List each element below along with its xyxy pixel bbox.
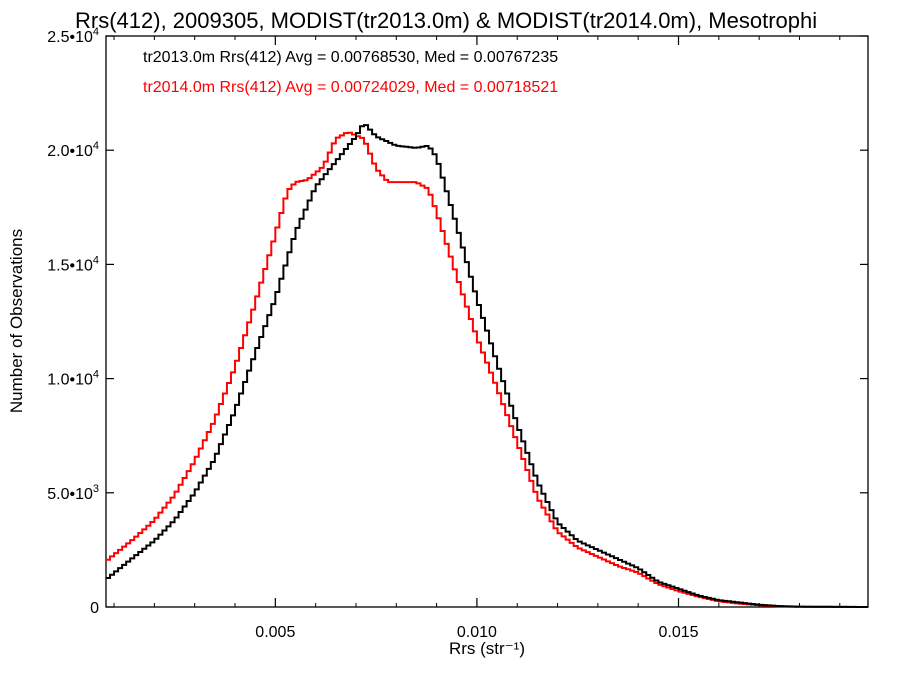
y-tick-label: 5.0•103 [47,483,99,503]
y-tick-label: 0 [90,600,99,617]
x-tick-label: 0.015 [658,624,698,641]
legend-entry-tr2013: tr2013.0m Rrs(412) Avg = 0.00768530, Med… [143,49,558,66]
legend: tr2013.0m Rrs(412) Avg = 0.00768530, Med… [143,49,558,96]
y-axis-label: Number of Observations [7,229,26,413]
y-tick-label: 2.5•104 [47,26,99,46]
series-layer [106,124,868,608]
x-axis: 0.005 0.010 0.015 [113,36,841,641]
x-tick-label: 0.010 [457,624,497,641]
y-tick-label: 2.0•104 [47,140,99,160]
series-line-tr2014.0m [106,131,868,608]
x-axis-label: Rrs (str⁻¹) [449,639,525,658]
plot-frame [105,35,869,608]
y-axis: 0 5.0•103 1.0•104 1.5•104 2.0•104 2.5•104 [47,26,868,617]
x-tick-label: 0.005 [255,624,295,641]
series-line-tr2013.0m [106,124,868,608]
y-tick-label: 1.0•104 [47,369,99,389]
chart-title: Rrs(412), 2009305, MODIST(tr2013.0m) & M… [75,8,817,33]
y-tick-label: 1.5•104 [47,254,99,274]
legend-entry-tr2014: tr2014.0m Rrs(412) Avg = 0.00724029, Med… [143,79,558,96]
